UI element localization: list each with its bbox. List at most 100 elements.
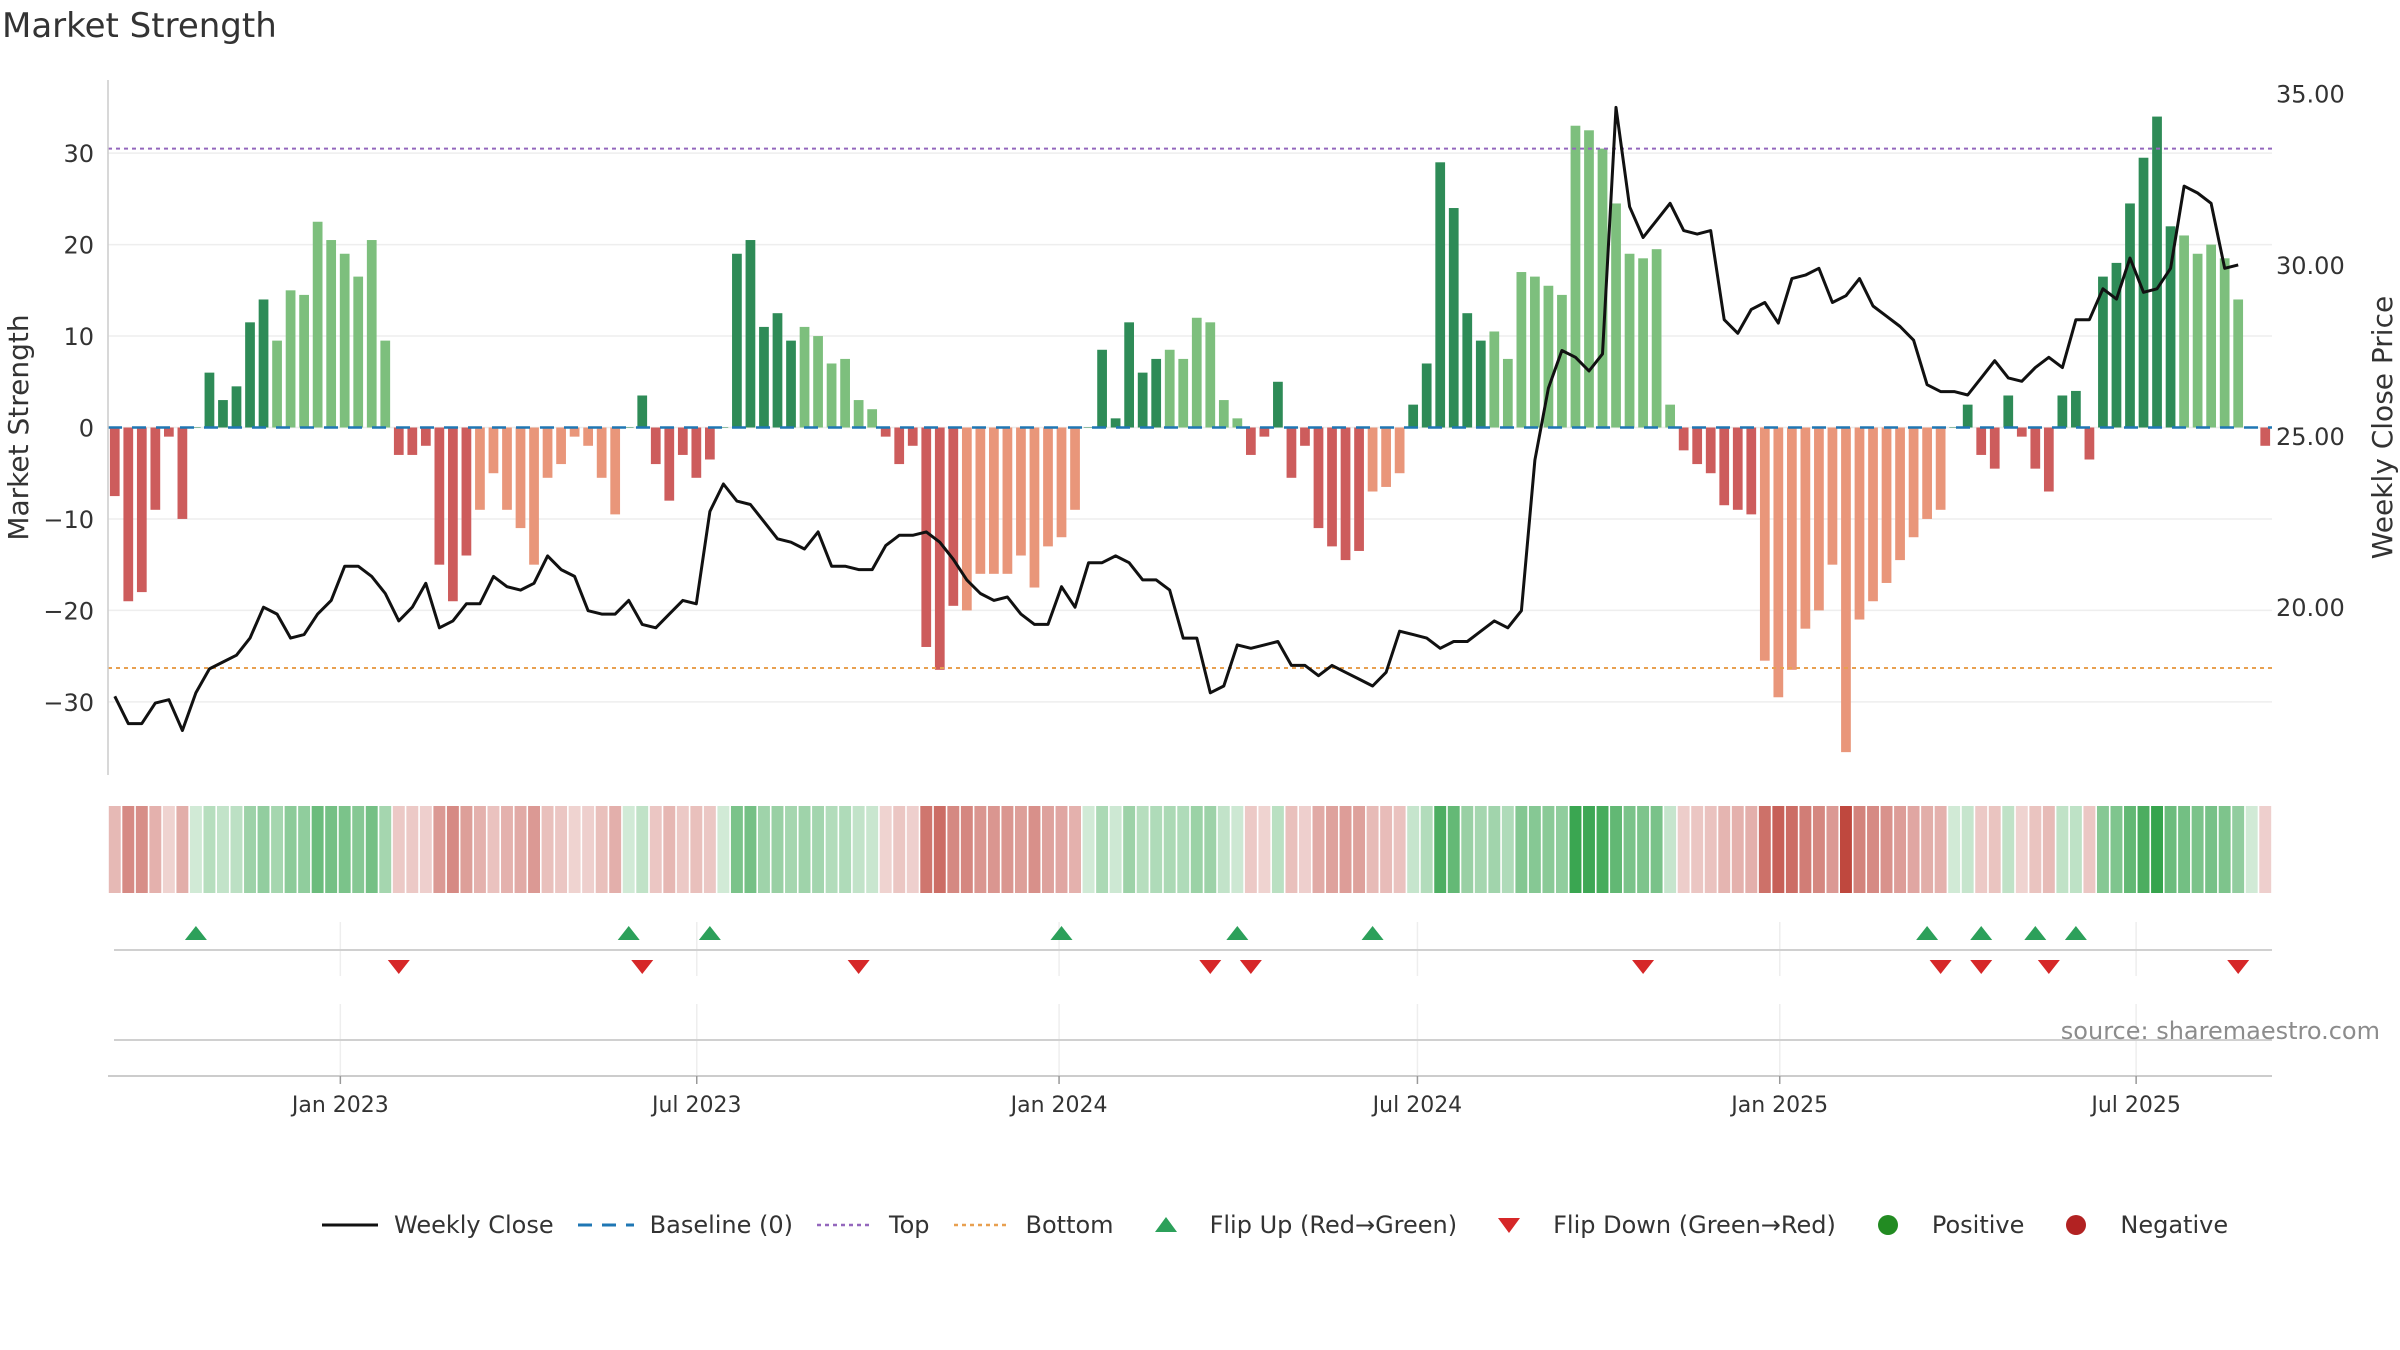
strength-bar bbox=[759, 326, 769, 428]
strength-bar bbox=[596, 427, 607, 478]
strength-bar bbox=[420, 427, 431, 446]
heat-cell bbox=[785, 806, 797, 893]
strength-bar bbox=[258, 299, 269, 428]
heat-cell bbox=[1177, 806, 1190, 893]
strength-bar bbox=[583, 427, 594, 446]
flip-up-marker bbox=[1050, 926, 1073, 940]
strength-bar bbox=[2192, 253, 2203, 428]
heat-cell bbox=[528, 806, 540, 893]
legend-label: Positive bbox=[1931, 1211, 2025, 1239]
legend-item: Bottom bbox=[952, 1210, 1114, 1240]
y2-axis-title: Weekly Close Price bbox=[2366, 296, 2399, 559]
strength-bar bbox=[1530, 276, 1540, 428]
heat-cell bbox=[2259, 806, 2272, 893]
flip-up-marker bbox=[184, 926, 207, 940]
heat-cell bbox=[1677, 806, 1690, 893]
x-tick-label: Jul 2025 bbox=[2089, 1093, 2181, 1118]
heat-cell bbox=[1069, 806, 1081, 893]
strength-bar bbox=[2016, 427, 2027, 437]
y2-tick-label: 30.00 bbox=[2276, 252, 2345, 280]
strength-bar bbox=[894, 427, 905, 465]
heat-cell bbox=[1583, 806, 1595, 893]
strength-bar bbox=[123, 427, 134, 602]
heat-cell bbox=[2124, 806, 2136, 893]
strength-bar bbox=[1516, 272, 1527, 428]
y-tick-label: −20 bbox=[43, 597, 94, 625]
heat-cell bbox=[1474, 806, 1487, 893]
heat-cell bbox=[1312, 806, 1325, 893]
heat-cell bbox=[176, 806, 189, 893]
heat-cell bbox=[2245, 806, 2258, 893]
strength-bar bbox=[677, 427, 688, 455]
legend-swatch-circle bbox=[1877, 1215, 1898, 1235]
heat-cell bbox=[284, 806, 297, 893]
heat-cell bbox=[866, 806, 879, 893]
heat-cell bbox=[2191, 806, 2204, 893]
heat-cell bbox=[1894, 806, 1907, 893]
heat-cell bbox=[1840, 806, 1852, 893]
heat-cell bbox=[744, 806, 757, 893]
heat-cell bbox=[771, 806, 784, 893]
strength-bar bbox=[853, 400, 864, 428]
heat-cell bbox=[1718, 806, 1731, 893]
strength-bar bbox=[1746, 427, 1757, 515]
strength-bar bbox=[1462, 313, 1473, 428]
heat-cell bbox=[812, 806, 825, 893]
strength-bar bbox=[1043, 427, 1053, 547]
strength-bar bbox=[1110, 418, 1121, 428]
heat-cell bbox=[1190, 806, 1203, 893]
heat-cell bbox=[230, 806, 243, 893]
strength-bar bbox=[2179, 235, 2189, 428]
strength-bar bbox=[961, 427, 972, 611]
heat-cell bbox=[1407, 806, 1420, 893]
strength-bar bbox=[1286, 427, 1297, 478]
strength-bar bbox=[1205, 322, 1216, 428]
strength-bar bbox=[2233, 299, 2244, 428]
heat-cell bbox=[1434, 806, 1447, 893]
strength-bar bbox=[650, 427, 661, 465]
strength-bar bbox=[569, 427, 580, 437]
strength-bar bbox=[1232, 418, 1243, 428]
strength-bar bbox=[1557, 294, 1567, 428]
flip-up-marker bbox=[1916, 926, 1939, 940]
strength-bar bbox=[1218, 400, 1229, 428]
axis-layer: 30 20 10 0 −10 −20 −30 35.00 30.00 25.00 20.00 Mark… bbox=[2, 80, 2399, 1118]
strength-bar bbox=[786, 340, 796, 428]
heat-cell bbox=[649, 806, 662, 893]
heat-cell bbox=[1258, 806, 1271, 893]
heat-cell bbox=[2137, 806, 2150, 893]
heat-cell bbox=[1826, 806, 1839, 893]
heat-cell bbox=[1001, 806, 1014, 893]
heat-cell bbox=[1812, 806, 1825, 893]
heat-cell bbox=[2218, 806, 2231, 893]
heat-cell bbox=[1488, 806, 1501, 893]
heat-cell bbox=[1285, 806, 1298, 893]
heat-cell bbox=[1731, 806, 1744, 893]
heat-cell bbox=[1096, 806, 1109, 893]
strength-bar bbox=[163, 427, 174, 437]
heat-cell bbox=[622, 806, 635, 893]
strength-bar bbox=[1570, 125, 1581, 428]
heat-cell bbox=[758, 806, 770, 893]
flip-up-marker bbox=[2064, 926, 2087, 940]
heat-cell bbox=[893, 806, 906, 893]
strength-bar bbox=[542, 427, 553, 478]
heat-cell bbox=[568, 806, 581, 893]
strength-bar bbox=[2260, 427, 2271, 446]
legend-item: Weekly Close bbox=[320, 1210, 554, 1240]
y-axis-title: Market Strength bbox=[2, 314, 35, 540]
strength-bar bbox=[1245, 427, 1256, 455]
y2-tick-label: 35.00 bbox=[2276, 81, 2345, 109]
heat-cell bbox=[1704, 806, 1717, 893]
strength-bar bbox=[407, 427, 418, 455]
flip-down-marker bbox=[1199, 960, 1222, 974]
y-tick-label: 10 bbox=[63, 323, 94, 351]
heat-cell bbox=[1109, 806, 1122, 893]
heat-cell bbox=[1623, 806, 1636, 893]
heat-cell bbox=[2083, 806, 2096, 893]
heat-cell bbox=[189, 806, 202, 893]
flip-down-marker bbox=[1632, 960, 1655, 974]
strength-bar bbox=[380, 340, 391, 428]
strength-bar bbox=[1678, 427, 1689, 451]
heat-cell bbox=[419, 806, 432, 893]
